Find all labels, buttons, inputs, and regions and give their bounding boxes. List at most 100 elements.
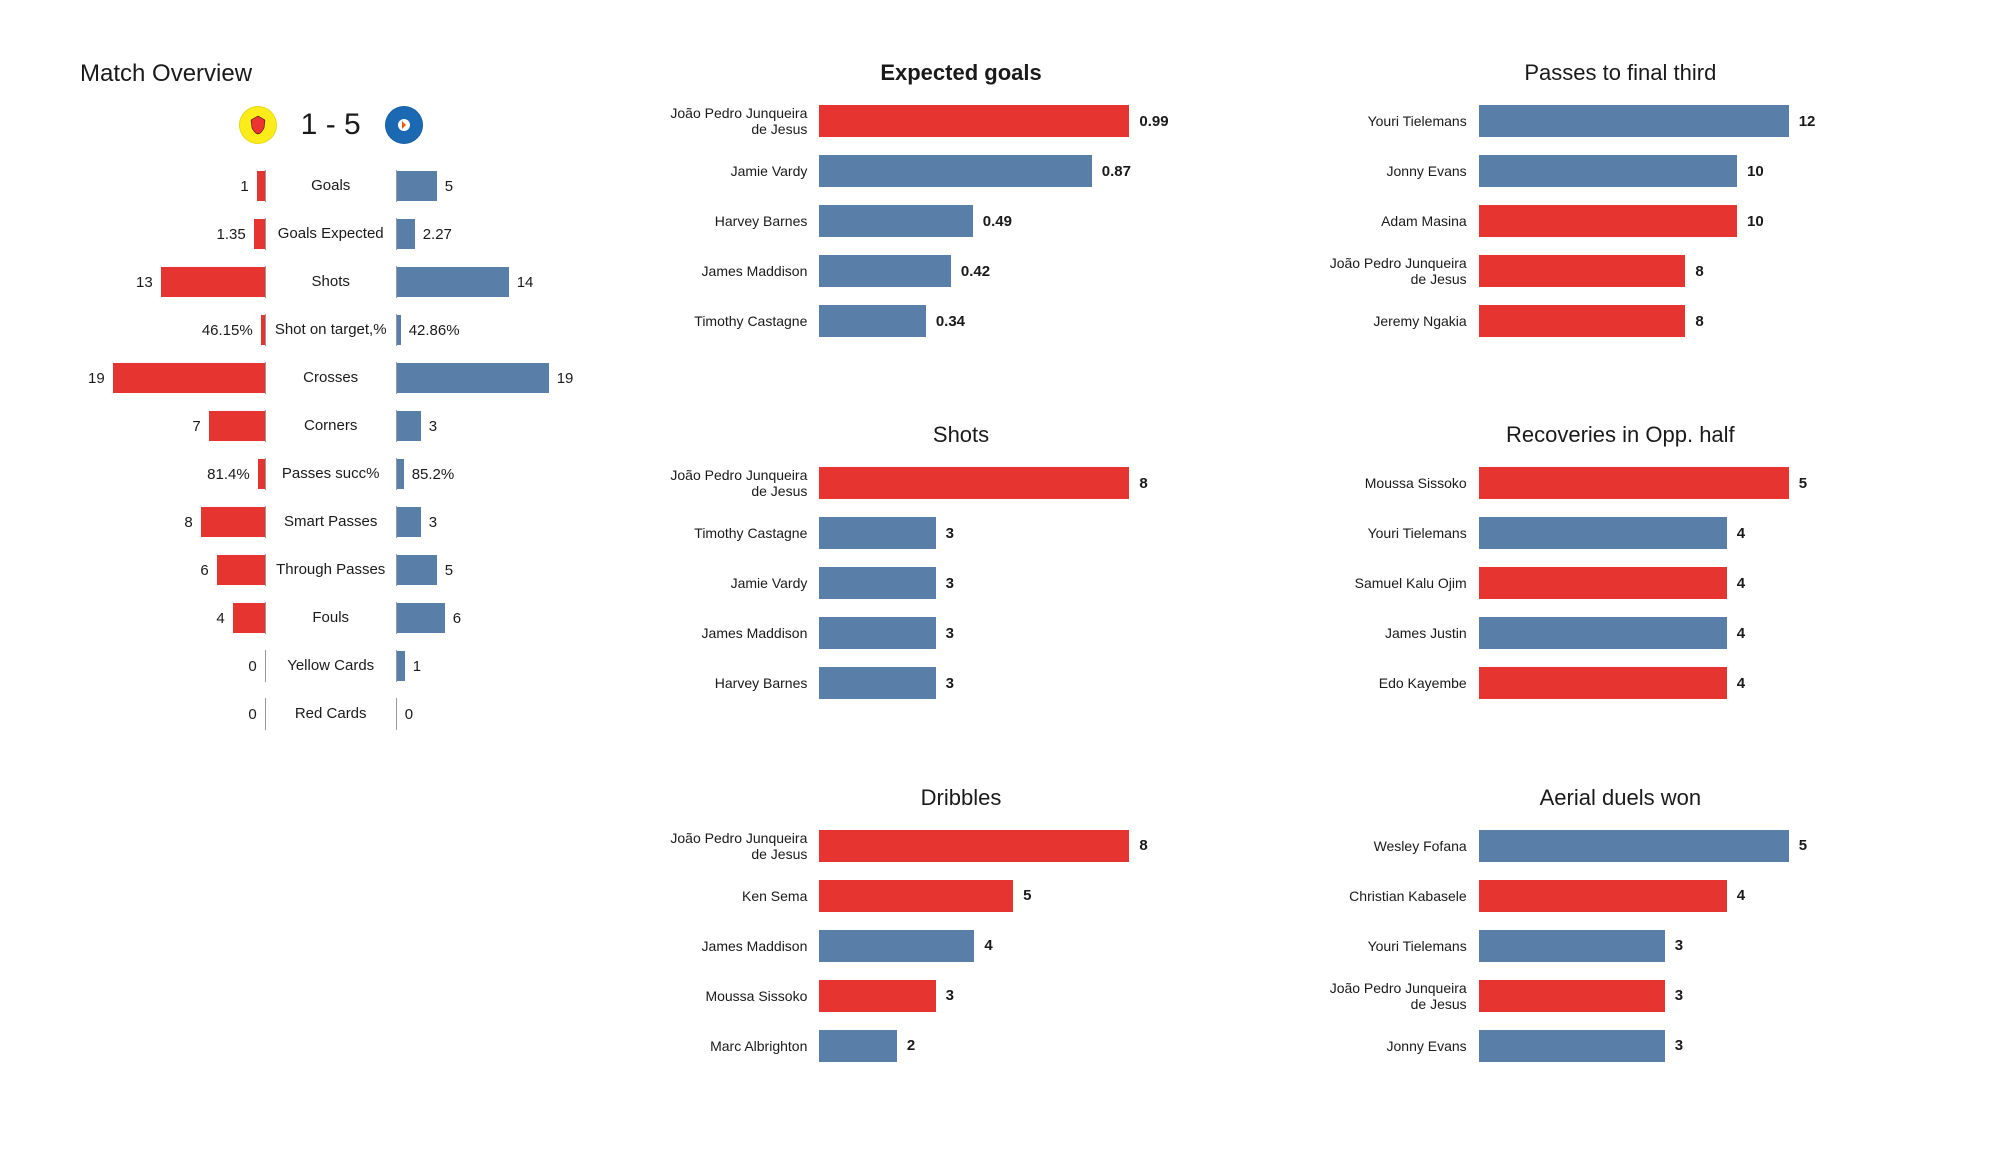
player-stat-bar <box>1479 980 1665 1012</box>
overview-home-value: 4 <box>208 610 232 627</box>
player-stat-value: 0.99 <box>1139 113 1168 130</box>
player-stat-bar <box>819 617 935 649</box>
overview-home-value: 0 <box>240 658 264 675</box>
score-text: 1 - 5 <box>301 108 361 142</box>
player-stat-row: Jamie Vardy 3 <box>661 558 1260 608</box>
player-stat-bar <box>819 255 951 287</box>
overview-home-bar <box>201 507 265 537</box>
player-stat-value: 8 <box>1139 837 1147 854</box>
player-stat-value: 3 <box>946 675 954 692</box>
overview-row: 1Goals5 <box>80 164 581 208</box>
player-stat-value: 0.87 <box>1102 163 1131 180</box>
player-stat-value: 0.49 <box>983 213 1012 230</box>
player-stat-row: Jonny Evans10 <box>1321 146 1920 196</box>
player-bar-area: 3 <box>1479 1030 1920 1062</box>
player-stat-value: 3 <box>946 575 954 592</box>
player-stat-row: Harvey Barnes 0.49 <box>661 196 1260 246</box>
player-stat-row: Youri Tielemans3 <box>1321 921 1920 971</box>
player-stat-row: Harvey Barnes3 <box>661 658 1260 708</box>
overview-row: 13Shots14 <box>80 260 581 304</box>
match-stats-container: Match Overview 1 - 5 1Goals51.35Goals Ex… <box>80 60 1920 1115</box>
overview-home-value: 6 <box>192 562 216 579</box>
player-stat-panel: ShotsJoão Pedro Junqueira de Jesus8Timot… <box>661 422 1260 752</box>
player-name-label: Jamie Vardy <box>661 575 811 591</box>
overview-row-label: Goals <box>266 178 396 195</box>
player-name-label: Jeremy Ngakia <box>1321 313 1471 329</box>
player-stat-panel: DribblesJoão Pedro Junqueira de Jesus8Ke… <box>661 785 1260 1115</box>
player-stat-value: 4 <box>1737 675 1745 692</box>
player-stat-bar <box>1479 517 1727 549</box>
player-stat-row: Jonny Evans 3 <box>1321 1021 1920 1071</box>
player-stat-row: Ken Sema5 <box>661 871 1260 921</box>
panel-title: Expected goals <box>661 60 1260 86</box>
overview-row-label: Through Passes <box>266 562 396 579</box>
overview-away-value: 5 <box>437 562 461 579</box>
player-bar-area: 0.34 <box>819 305 1260 337</box>
overview-home-bar <box>113 363 265 393</box>
home-crest-icon <box>239 106 277 144</box>
player-stat-row: Moussa Sissoko3 <box>661 971 1260 1021</box>
overview-row-label: Shot on target,% <box>266 322 396 339</box>
player-bar-area: 8 <box>1479 255 1920 287</box>
overview-home-value: 7 <box>184 418 208 435</box>
overview-away-bar <box>397 171 437 201</box>
player-name-label: James Maddison <box>661 938 811 954</box>
overview-away-value: 0 <box>397 706 421 723</box>
overview-row-label: Corners <box>266 418 396 435</box>
overview-away-bar <box>397 651 405 681</box>
player-name-label: Jonny Evans <box>1321 1038 1471 1054</box>
overview-home-value: 0 <box>240 706 264 723</box>
player-stat-value: 10 <box>1747 163 1764 180</box>
player-name-label: Moussa Sissoko <box>1321 475 1471 491</box>
player-name-label: Samuel Kalu Ojim <box>1321 575 1471 591</box>
player-bar-area: 3 <box>1479 930 1920 962</box>
player-name-label: Marc Albrighton <box>661 1038 811 1054</box>
player-stat-bar <box>1479 880 1727 912</box>
overview-home-value: 19 <box>80 370 113 387</box>
overview-home-bar <box>258 459 265 489</box>
overview-row-label: Passes succ% <box>266 466 396 483</box>
player-bar-area: 4 <box>1479 617 1920 649</box>
overview-title: Match Overview <box>80 60 581 88</box>
player-stat-panel: Recoveries in Opp. halfMoussa Sissoko5Yo… <box>1321 422 1920 752</box>
overview-row: 4Fouls6 <box>80 596 581 640</box>
player-name-label: João Pedro Junqueira de Jesus <box>1321 980 1471 1012</box>
player-bar-area: 3 <box>819 517 1260 549</box>
player-bar-area: 8 <box>819 830 1260 862</box>
player-name-label: Wesley Fofana <box>1321 838 1471 854</box>
overview-row: 0Red Cards0 <box>80 692 581 736</box>
player-bar-area: 5 <box>819 880 1260 912</box>
panel-title: Recoveries in Opp. half <box>1321 422 1920 448</box>
player-stat-value: 3 <box>946 625 954 642</box>
player-stat-bar <box>1479 205 1737 237</box>
overview-home-value: 13 <box>128 274 161 291</box>
player-name-label: Harvey Barnes <box>661 213 811 229</box>
overview-away-value: 3 <box>421 514 445 531</box>
panel-title: Dribbles <box>661 785 1260 811</box>
player-name-label: Jamie Vardy <box>661 163 811 179</box>
player-bar-area: 4 <box>1479 880 1920 912</box>
player-stat-bar <box>819 830 1129 862</box>
player-stat-bar <box>819 105 1129 137</box>
player-stat-value: 3 <box>1675 1037 1683 1054</box>
player-stat-row: João Pedro Junqueira de Jesus8 <box>1321 246 1920 296</box>
overview-away-value: 19 <box>549 370 582 387</box>
overview-row: 0Yellow Cards1 <box>80 644 581 688</box>
player-stat-bar <box>819 305 925 337</box>
player-name-label: Adam Masina <box>1321 213 1471 229</box>
overview-away-bar <box>397 267 509 297</box>
player-stat-bar <box>819 1030 897 1062</box>
player-bar-area: 8 <box>1479 305 1920 337</box>
player-stat-row: Samuel Kalu Ojim4 <box>1321 558 1920 608</box>
overview-row: 19Crosses19 <box>80 356 581 400</box>
overview-home-value: 1.35 <box>208 226 253 243</box>
player-stat-row: Jeremy Ngakia 8 <box>1321 296 1920 346</box>
player-bar-area: 4 <box>819 930 1260 962</box>
player-stat-value: 3 <box>946 525 954 542</box>
player-stat-bar <box>819 980 935 1012</box>
player-stat-bar <box>819 155 1091 187</box>
player-bar-area: 12 <box>1479 105 1920 137</box>
overview-away-value: 5 <box>437 178 461 195</box>
overview-row: 46.15%Shot on target,%42.86% <box>80 308 581 352</box>
player-stat-bar <box>819 517 935 549</box>
